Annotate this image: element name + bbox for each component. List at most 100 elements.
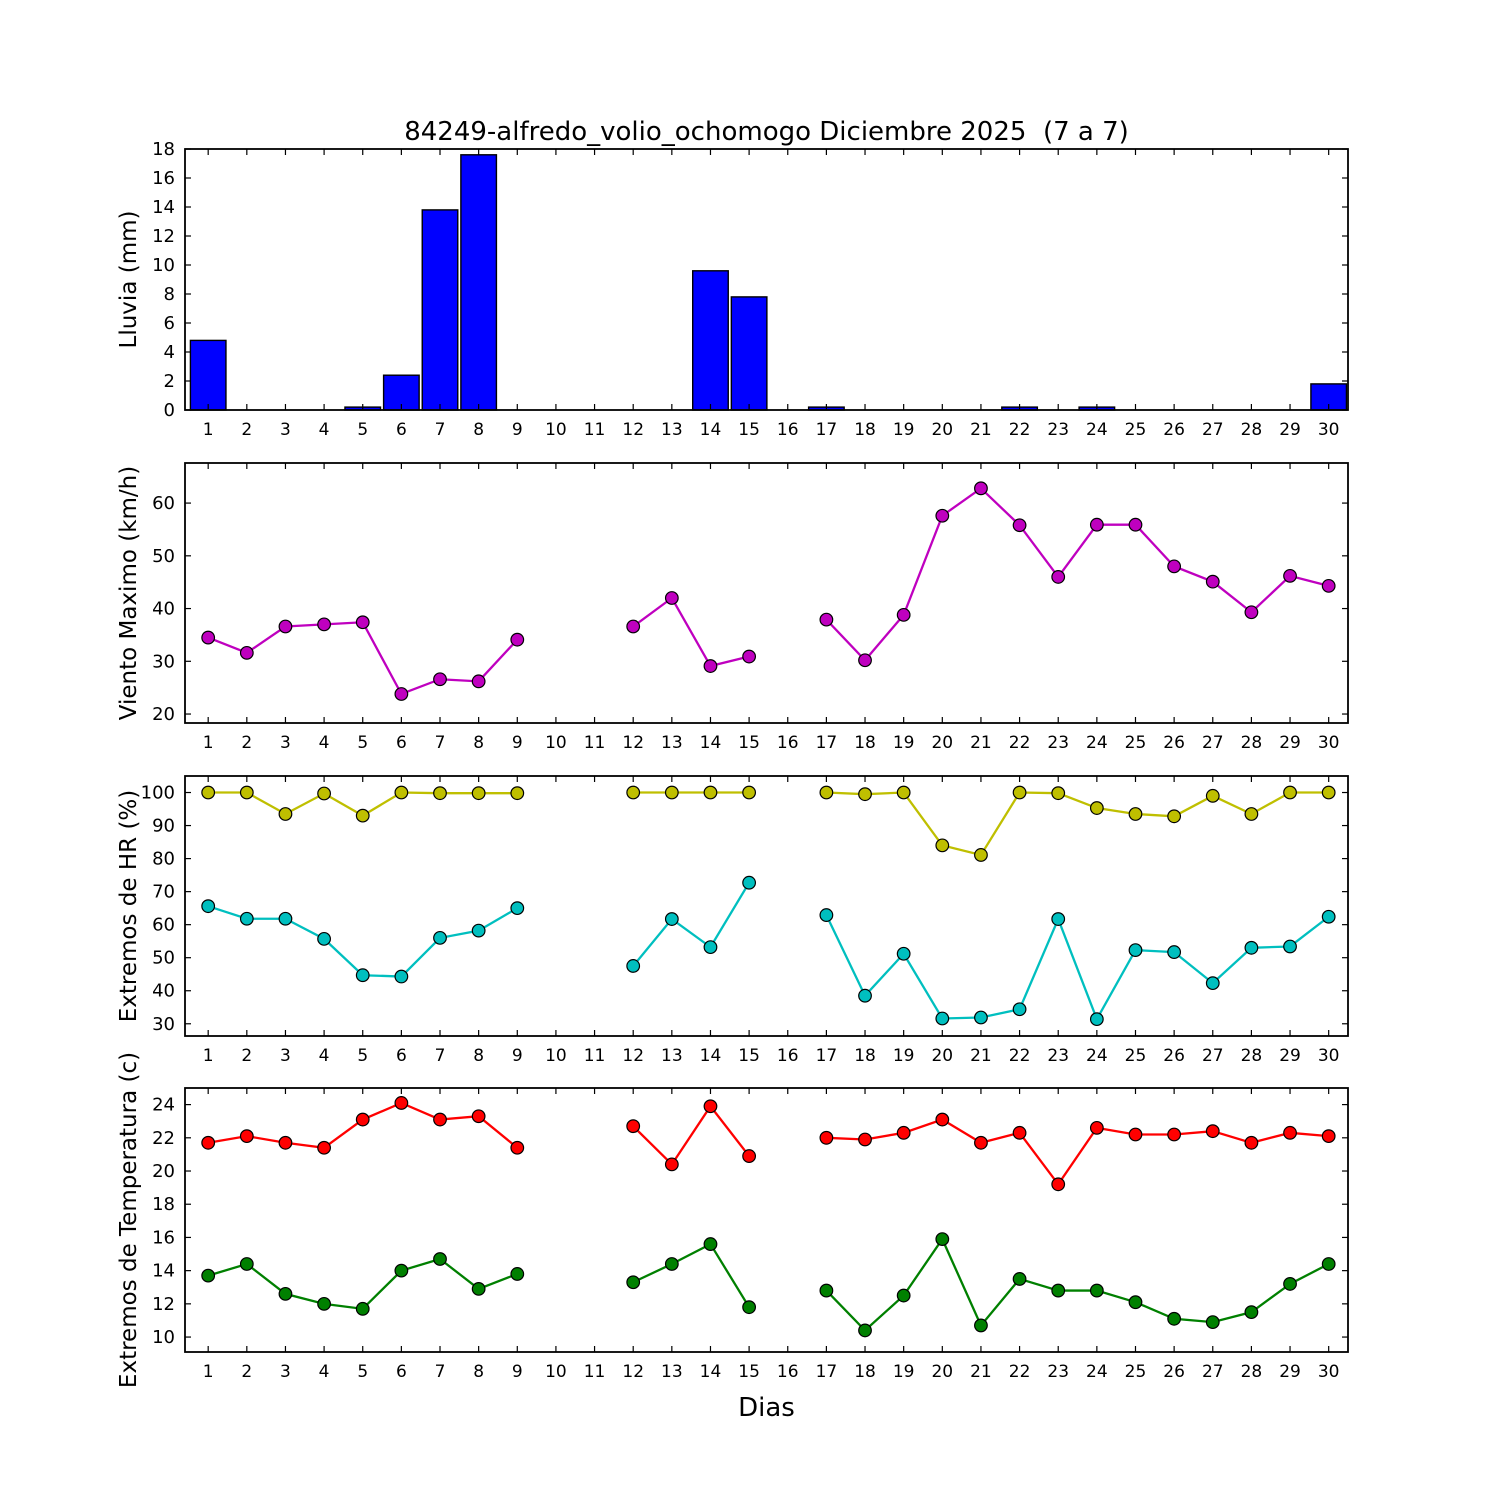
hr-maxima-marker-day-14 — [703, 785, 718, 800]
x-tick-label: 17 — [816, 420, 838, 440]
viento-maximo-marker-day-23 — [1051, 570, 1066, 584]
y-tick-label: 16 — [152, 1227, 175, 1248]
y-tick-label: 60 — [152, 493, 175, 514]
temperatura-maxima-marker-day-7 — [433, 1112, 447, 1127]
x-tick-label: 22 — [1009, 733, 1031, 753]
y-tick-label: 100 — [141, 783, 175, 804]
x-tick-label: 14 — [700, 1362, 722, 1382]
hr-maxima-marker-day-4 — [317, 786, 331, 801]
viento-maximo-marker-day-13 — [664, 591, 679, 605]
temperatura-minima-series — [201, 1232, 1336, 1338]
hr-minima-marker-day-5 — [355, 968, 370, 983]
y-tick-label: 12 — [152, 1294, 175, 1315]
temperatura-minima-marker-day-4 — [317, 1296, 331, 1311]
x-tick-label: 3 — [280, 1362, 291, 1382]
hr-maxima-marker-day-22 — [1012, 785, 1027, 800]
temperatura-maxima-marker-day-24 — [1089, 1120, 1104, 1135]
y-tick-label: 10 — [152, 1327, 175, 1348]
temperatura-maxima-marker-day-30 — [1321, 1129, 1336, 1144]
x-tick-label: 12 — [622, 733, 644, 753]
hr-maxima-line — [826, 791, 1329, 857]
hr-minima-marker-day-26 — [1167, 945, 1182, 959]
x-tick-label: 25 — [1125, 733, 1147, 753]
hr-maxima-marker-day-6 — [394, 785, 409, 800]
figure-title: 84249-alfredo_volio_ochomogo Diciembre 2… — [404, 117, 1129, 147]
y-tick-label: 40 — [152, 981, 175, 1002]
x-tick-label: 15 — [738, 1046, 760, 1066]
x-tick-label: 8 — [473, 1362, 484, 1382]
hr-maxima-marker-day-8 — [471, 786, 486, 801]
temperatura-maxima-marker-day-22 — [1012, 1125, 1027, 1140]
hr-maxima-marker-day-20 — [935, 838, 950, 853]
viento-maximo-marker-day-17 — [819, 612, 834, 627]
y-tick-label: 90 — [152, 816, 175, 837]
x-tick-label: 5 — [357, 733, 368, 753]
hr-maxima-marker-day-5 — [355, 808, 370, 823]
hr-minima-marker-day-22 — [1012, 1002, 1027, 1017]
temperatura-minima-marker-day-21 — [974, 1318, 988, 1333]
panel-viento-maximo: 1 2 3 4 5 6 7 8 9 10 11 12 13 14 15 16 17 18 19 20 21 22 23 24 2… — [116, 462, 1349, 753]
y-axis-label: Extremos de HR (%) — [116, 790, 142, 1022]
x-tick-label: 6 — [396, 733, 407, 753]
hr-minima-marker-day-18 — [858, 988, 872, 1003]
x-tick-label: 11 — [584, 1046, 606, 1066]
hr-minima-series — [201, 875, 1336, 1027]
x-tick-label: 26 — [1163, 420, 1185, 440]
axes-border — [184, 462, 1349, 724]
y-tick-label: 60 — [152, 915, 175, 936]
viento-maximo-marker-day-6 — [394, 687, 409, 701]
temperatura-minima-marker-day-22 — [1012, 1272, 1027, 1286]
x-tick-label: 27 — [1202, 1362, 1224, 1382]
viento-maximo-marker-day-12 — [626, 619, 641, 634]
x-tick-label: 22 — [1009, 1362, 1031, 1382]
temperatura-minima-marker-day-3 — [278, 1286, 293, 1301]
x-tick-label: 21 — [970, 420, 992, 440]
temperatura-maxima-marker-day-13 — [664, 1157, 679, 1172]
temperatura-maxima-marker-day-28 — [1244, 1135, 1259, 1150]
temperatura-minima-marker-day-28 — [1244, 1305, 1259, 1320]
y-tick-label: 12 — [152, 226, 175, 247]
temperatura-maxima-marker-day-9 — [510, 1140, 525, 1155]
x-tick-label: 30 — [1318, 1362, 1340, 1382]
x-tick-label: 29 — [1279, 420, 1301, 440]
viento-maximo-marker-day-28 — [1244, 605, 1259, 620]
viento-maximo-marker-day-7 — [433, 672, 447, 687]
x-tick-label: 24 — [1086, 420, 1108, 440]
x-tick-label: 20 — [931, 1046, 953, 1066]
temperatura-maxima-marker-day-23 — [1051, 1177, 1066, 1192]
x-tick-label: 17 — [816, 1046, 838, 1066]
temperatura-minima-marker-day-29 — [1283, 1277, 1297, 1291]
y-tick-label: 18 — [152, 139, 175, 160]
hr-maxima-marker-day-9 — [510, 786, 525, 801]
x-tick-label: 18 — [854, 1362, 876, 1382]
x-tick-label: 12 — [622, 1046, 644, 1066]
x-tick-label: 25 — [1125, 1362, 1147, 1382]
temperatura-minima-marker-day-20 — [935, 1232, 950, 1246]
temperatura-maxima-marker-day-29 — [1283, 1125, 1297, 1140]
x-tick-label: 13 — [661, 1362, 683, 1382]
x-tick-label: 16 — [777, 733, 799, 753]
hr-minima-marker-day-28 — [1244, 940, 1259, 955]
hr-minima-marker-day-29 — [1283, 939, 1297, 954]
x-tick-label: 21 — [970, 733, 992, 753]
hr-minima-marker-day-9 — [510, 901, 525, 916]
x-tick-label: 19 — [893, 733, 915, 753]
hr-maxima-marker-day-3 — [278, 807, 293, 821]
hr-maxima-marker-day-30 — [1321, 785, 1336, 800]
x-tick-label: 27 — [1202, 420, 1224, 440]
x-tick-label: 8 — [473, 420, 484, 440]
rain-bar-day-7 — [421, 209, 459, 411]
hr-maxima-marker-day-12 — [626, 785, 641, 800]
x-tick-label: 11 — [584, 1362, 606, 1382]
x-tick-label: 1 — [203, 420, 214, 440]
hr-minima-marker-day-8 — [471, 923, 486, 938]
hr-maxima-marker-day-26 — [1167, 809, 1182, 824]
x-tick-label: 7 — [435, 1046, 446, 1066]
rain-bar-day-14 — [692, 270, 729, 411]
viento-maximo-marker-day-22 — [1012, 518, 1027, 533]
x-tick-label: 24 — [1086, 1046, 1108, 1066]
y-tick-label: 50 — [152, 948, 175, 969]
